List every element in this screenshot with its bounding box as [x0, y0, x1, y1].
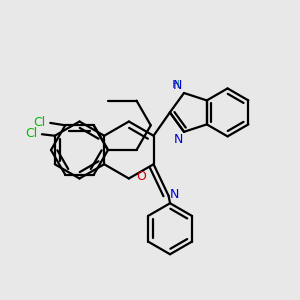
Text: N: N: [173, 79, 182, 92]
Text: H: H: [172, 80, 179, 90]
Text: Cl: Cl: [25, 127, 38, 140]
Text: Cl: Cl: [33, 116, 45, 128]
Text: O: O: [136, 169, 146, 183]
Text: N: N: [169, 188, 179, 201]
Text: N: N: [174, 133, 183, 146]
